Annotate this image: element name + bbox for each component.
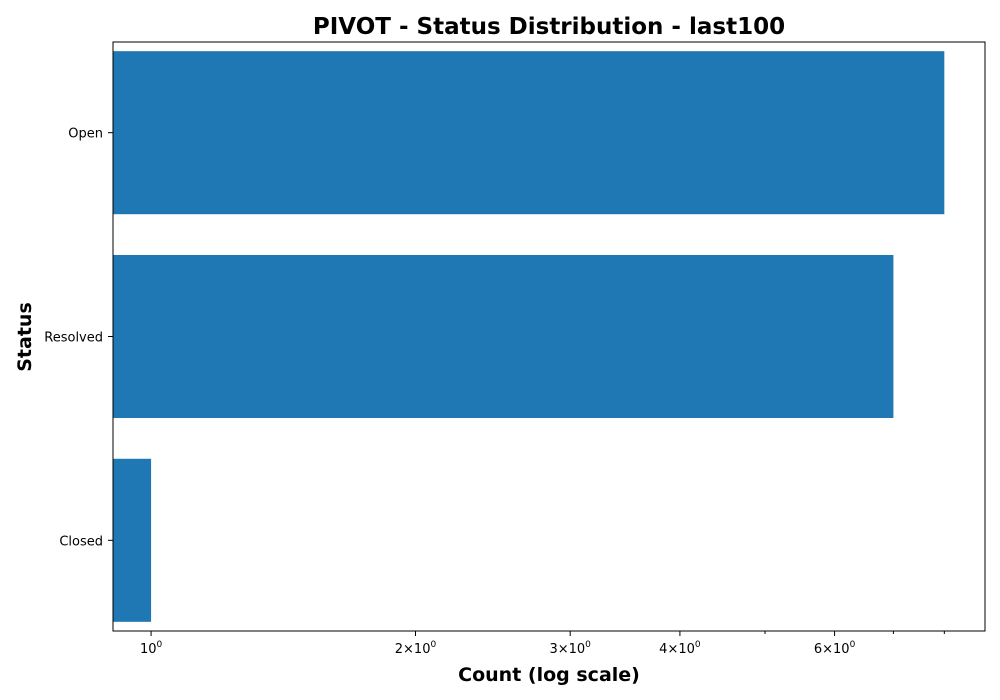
bar-open — [113, 51, 945, 215]
y-axis-ticks: Open Resolved Closed — [44, 127, 113, 549]
y-tick-label: Closed — [59, 534, 103, 549]
chart-title: PIVOT - Status Distribution - last100 — [313, 14, 785, 40]
bar-resolved — [113, 254, 894, 419]
x-tick-label: 2×100 — [395, 640, 437, 657]
x-tick-label: 6×100 — [814, 640, 856, 657]
x-axis-label: Count (log scale) — [458, 664, 640, 686]
x-tick-label: 4×100 — [659, 640, 701, 657]
x-tick-label: 3×100 — [549, 640, 591, 657]
bar-closed — [113, 458, 152, 622]
y-tick-label: Resolved — [44, 331, 103, 346]
y-tick-label: Open — [68, 127, 103, 142]
x-tick-label: 100 — [140, 640, 163, 657]
y-axis-label: Status — [14, 302, 36, 372]
bars-layer — [113, 51, 945, 622]
x-axis-ticks: 100 2×100 3×100 4×100 6×100 — [140, 631, 945, 657]
